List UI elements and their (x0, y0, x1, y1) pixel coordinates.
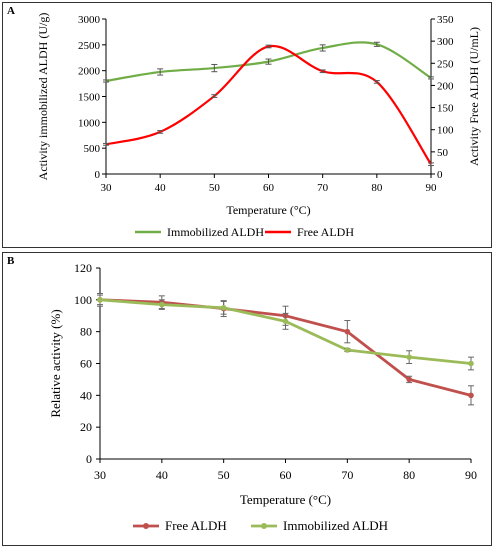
y-left-tick-label: 3000 (78, 14, 101, 26)
y-tick-label: 120 (74, 261, 92, 275)
data-point (406, 376, 412, 383)
y-tick-label: 40 (80, 388, 92, 402)
chart-panel-a: A 30 40 50 60 70 80 90 0 500 1000 1500 2000 2500 3000… (2, 2, 492, 248)
data-point (468, 392, 474, 399)
y-left-tick-label: 1000 (78, 117, 101, 129)
y-left-tick-label: 0 (95, 169, 101, 181)
panel-label-a: A (7, 5, 15, 17)
x-tick-label: 40 (156, 468, 168, 482)
y-right-tick-label: 50 (437, 147, 449, 159)
y-left-tick-label: 2500 (78, 40, 101, 52)
y-tick-label: 0 (86, 452, 92, 466)
legend-label-0: Free ALDH (165, 518, 227, 533)
x-tick-label: 70 (341, 468, 353, 482)
x-tick-label: 30 (101, 182, 113, 194)
x-axis-title: Temperature (°C) (240, 492, 331, 507)
data-point (220, 304, 227, 311)
y-right-tick-label: 200 (437, 80, 454, 92)
data-point (159, 301, 165, 308)
x-tick-label: 40 (155, 182, 167, 194)
x-tick-label: 90 (426, 182, 438, 194)
chart-b-svg: 30 40 50 60 70 80 90 0 20 40 60 80 100 120 Temperature… (48, 261, 477, 533)
y-right-tick-label: 300 (437, 36, 454, 48)
y-right-tick-label: 0 (437, 169, 443, 181)
data-point (344, 328, 351, 335)
y-right-tick-label: 350 (437, 14, 454, 26)
x-tick-label: 60 (263, 182, 275, 194)
x-tick-label: 50 (209, 182, 221, 194)
x-tick-label: 80 (371, 182, 383, 194)
y-right-tick-label: 250 (437, 58, 454, 70)
panel-label-b: B (7, 255, 15, 267)
data-point (344, 347, 351, 353)
y-left-tick-label: 1500 (78, 92, 101, 104)
x-tick-label: 50 (218, 468, 230, 482)
chart-a-svg: 30 40 50 60 70 80 9005001000150020002500300005… (36, 13, 481, 239)
y-right-tick-label: 150 (437, 103, 454, 115)
y-tick-label: 60 (80, 357, 92, 371)
chart-panel-b: B 30 40 50 60 70 80 90 0 20 40 60 80 100 120 Temperatu… (2, 252, 492, 546)
x-axis-title: Temperature (°C) (226, 203, 310, 217)
x-tick-label: 70 (317, 182, 329, 194)
x-tick-label: 90 (465, 468, 477, 482)
legend-marker-0 (143, 523, 149, 529)
legend-marker-1 (261, 523, 267, 529)
y-tick-label: 20 (80, 420, 92, 434)
data-point (468, 360, 474, 367)
y-axis-left-title: Activity immobilized ALDH (U/g) (36, 13, 50, 181)
y-right-tick-label: 100 (437, 125, 454, 137)
y-left-tick-label: 2000 (78, 66, 101, 78)
data-point (282, 318, 289, 325)
x-tick-label: 80 (403, 468, 415, 482)
legend-label-1: Immobilized ALDH (283, 518, 388, 533)
y-axis-right-title: Activity Free ALDH (U/mL) (467, 27, 481, 166)
legend-label-0: Immobilized ALDH (167, 225, 264, 239)
x-tick-label: 60 (280, 468, 292, 482)
legend-label-1: Free ALDH (297, 225, 354, 239)
data-point (97, 297, 103, 303)
y-axis-title: Relative activity (%) (48, 309, 63, 417)
data-point (406, 354, 412, 360)
y-tick-label: 100 (74, 293, 92, 307)
y-tick-label: 80 (80, 325, 92, 339)
x-tick-label: 30 (94, 468, 106, 482)
y-left-tick-label: 500 (84, 143, 101, 155)
